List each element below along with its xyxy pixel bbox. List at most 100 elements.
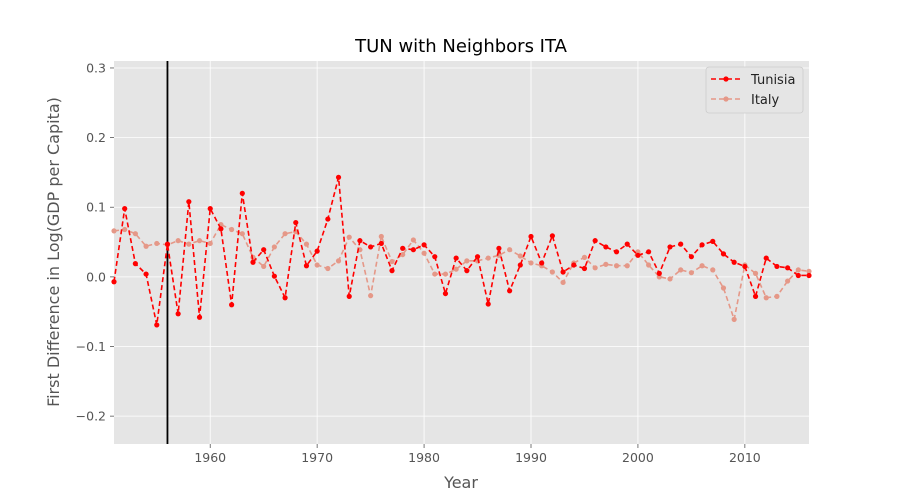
legend-marker-tunisia <box>723 76 729 82</box>
data-point-italy <box>528 260 534 266</box>
data-point-tunisia <box>218 226 224 232</box>
legend-marker-italy <box>723 96 729 102</box>
data-point-italy <box>410 237 416 243</box>
data-point-italy <box>699 263 705 269</box>
data-point-italy <box>795 267 801 273</box>
y-tick-label: 0.2 <box>86 130 106 145</box>
data-point-tunisia <box>122 206 128 212</box>
data-point-italy <box>731 316 737 322</box>
data-point-italy <box>314 262 320 268</box>
data-point-italy <box>720 285 727 291</box>
x-tick-label: 1980 <box>408 450 440 465</box>
y-tick-label: 0.0 <box>86 269 106 284</box>
series-tunisia <box>111 174 812 328</box>
data-point-tunisia <box>581 265 588 272</box>
data-point-italy <box>517 253 523 259</box>
data-point-italy <box>378 233 384 240</box>
data-point-tunisia <box>378 240 384 247</box>
data-point-italy <box>549 269 555 275</box>
data-point-italy <box>442 271 449 277</box>
data-point-tunisia <box>774 263 780 270</box>
data-point-italy <box>271 244 277 250</box>
x-tick-label: 2010 <box>729 450 761 465</box>
legend-label-tunisia: Tunisia <box>750 73 795 88</box>
legend-label-italy: Italy <box>751 93 780 108</box>
data-point-tunisia <box>667 244 673 250</box>
data-point-tunisia <box>571 262 577 268</box>
data-point-tunisia <box>421 242 427 248</box>
y-tick-label: −0.1 <box>76 339 106 354</box>
data-point-italy <box>325 265 331 272</box>
data-point-italy <box>763 295 769 301</box>
data-point-tunisia <box>442 290 449 297</box>
data-point-italy <box>335 258 342 264</box>
y-axis-ticks: −0.2 −0.1 0.0 0.1 0.2 0.3 <box>76 60 114 424</box>
data-point-tunisia <box>474 254 481 260</box>
data-point-tunisia <box>656 270 662 276</box>
y-tick-label: 0.1 <box>86 200 106 215</box>
data-point-tunisia <box>229 302 235 308</box>
data-point-italy <box>806 268 812 274</box>
data-point-tunisia <box>528 233 534 240</box>
data-point-tunisia <box>539 260 545 266</box>
data-point-italy <box>389 258 395 265</box>
data-point-tunisia <box>646 249 652 255</box>
data-point-italy <box>196 238 203 244</box>
data-point-tunisia <box>560 269 566 275</box>
data-point-italy <box>453 266 459 272</box>
data-point-tunisia <box>143 271 149 277</box>
data-point-tunisia <box>624 241 630 247</box>
data-point-tunisia <box>742 263 748 270</box>
data-point-tunisia <box>196 314 203 320</box>
data-point-tunisia <box>261 247 267 253</box>
data-point-italy <box>261 263 267 270</box>
data-point-italy <box>592 265 598 271</box>
data-point-italy <box>111 228 117 234</box>
data-point-tunisia <box>325 216 331 222</box>
data-point-italy <box>143 243 149 249</box>
data-point-tunisia <box>496 245 502 251</box>
data-point-italy <box>624 263 630 269</box>
data-point-italy <box>229 226 235 233</box>
data-point-tunisia <box>400 245 406 251</box>
data-point-italy <box>282 231 288 237</box>
data-point-tunisia <box>293 219 299 226</box>
data-point-italy <box>667 276 673 282</box>
y-axis-title: First Difference in Log(GDP per Capita) <box>44 97 63 407</box>
data-point-tunisia <box>314 248 320 254</box>
data-point-italy <box>678 267 684 273</box>
series-group <box>111 174 812 328</box>
data-point-italy <box>421 250 427 256</box>
data-point-italy <box>613 263 620 269</box>
chart-title: TUN with Neighbors ITA <box>354 36 567 57</box>
data-point-tunisia <box>603 244 609 250</box>
data-point-italy <box>581 254 588 260</box>
data-point-italy <box>175 238 181 244</box>
data-point-tunisia <box>710 238 716 244</box>
data-point-tunisia <box>335 174 342 180</box>
data-point-italy <box>646 262 652 268</box>
data-point-italy <box>122 226 128 233</box>
data-point-tunisia <box>795 272 801 279</box>
x-tick-label: 1960 <box>194 450 226 465</box>
data-point-italy <box>154 240 160 247</box>
data-point-italy <box>752 270 759 276</box>
data-point-italy <box>688 270 694 276</box>
data-point-italy <box>560 279 566 286</box>
data-point-tunisia <box>592 238 598 244</box>
plot-area <box>114 61 809 444</box>
x-tick-label: 1970 <box>301 450 333 465</box>
data-point-tunisia <box>186 199 192 205</box>
data-point-tunisia <box>164 241 171 247</box>
x-tick-label: 1990 <box>515 450 547 465</box>
data-point-tunisia <box>485 301 491 307</box>
data-point-tunisia <box>731 259 737 265</box>
data-point-tunisia <box>239 190 245 196</box>
data-point-tunisia <box>720 251 727 257</box>
legend: Tunisia Italy <box>705 66 804 114</box>
data-point-italy <box>368 293 374 299</box>
data-point-italy <box>485 255 491 261</box>
y-tick-label: 0.3 <box>86 60 106 75</box>
data-point-italy <box>464 258 470 264</box>
data-point-tunisia <box>699 242 705 248</box>
